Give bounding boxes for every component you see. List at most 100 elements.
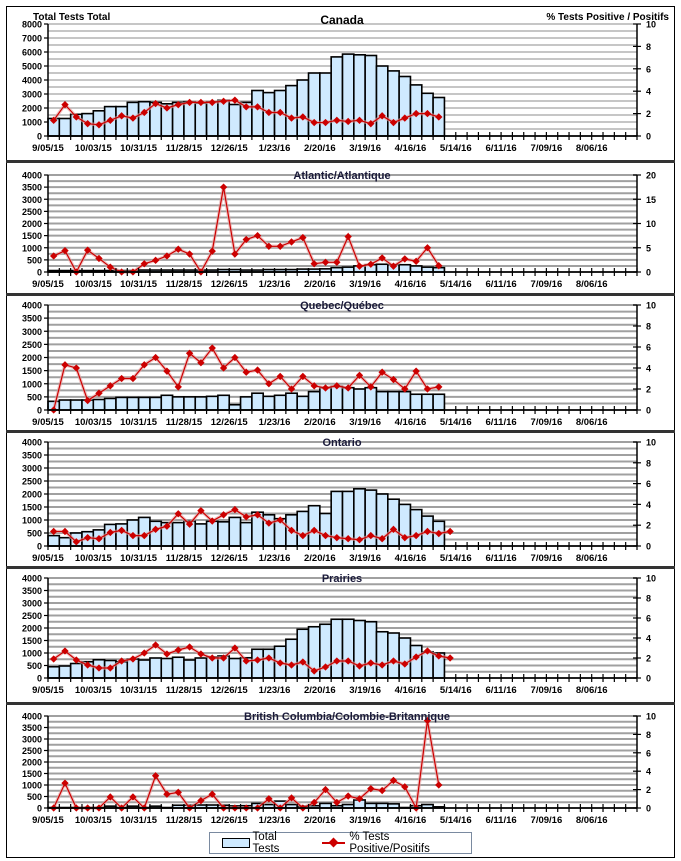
y-tick-label-left: 3000 (22, 735, 42, 745)
chart-svg: 9/05/15 10/03/15 10/31/15 11/28/15 12/26/15 1… (22, 573, 656, 696)
point-percent-positive (140, 361, 148, 369)
bar-total-tests (205, 100, 219, 137)
point-percent-positive (389, 262, 398, 270)
y-tick-label-right: 0 (646, 268, 651, 278)
point-percent-positive (299, 113, 307, 121)
y-axis-title-left: Total Tests Total (33, 12, 110, 23)
x-tick-label: 8/06/16 (576, 685, 608, 696)
point-percent-positive (151, 353, 160, 362)
x-tick-label: 5/14/16 (440, 143, 472, 154)
chart-title: Ontario (322, 437, 361, 449)
y-tick-label-left: 1500 (22, 636, 42, 646)
point-percent-positive (219, 183, 228, 191)
y-axis-title-right: % Tests Positive / Positifs (546, 12, 669, 23)
point-percent-positive (287, 385, 296, 393)
bar-total-tests (364, 620, 378, 679)
x-tick-label: 2/20/16 (304, 815, 336, 825)
x-tick-label: 12/26/15 (211, 279, 249, 290)
point-percent-positive (208, 344, 216, 352)
bar-total-tests (296, 510, 310, 547)
y-tick-label-left: 2500 (22, 477, 42, 487)
x-tick-label: 6/11/16 (485, 279, 516, 290)
point-percent-positive (412, 367, 420, 375)
y-tick-label-left: 2500 (22, 611, 42, 621)
point-percent-positive (412, 257, 420, 266)
y-tick-label-right: 4 (646, 87, 651, 97)
line-percent-positive (49, 344, 443, 414)
bar-total-tests (341, 618, 355, 679)
point-percent-positive (389, 118, 398, 127)
point-percent-positive (412, 109, 420, 118)
x-tick-label: 10/31/15 (120, 279, 158, 290)
bar-total-tests (171, 396, 185, 411)
point-percent-positive (219, 97, 228, 105)
x-tick-label: 9/05/15 (32, 685, 64, 696)
panel-separator (6, 566, 675, 569)
x-tick-label: 7/09/16 (531, 685, 563, 696)
x-tick-label: 9/05/15 (32, 553, 64, 564)
y-tick-label-left: 0 (37, 542, 42, 552)
y-tick-label-left: 1000 (22, 118, 42, 128)
point-percent-positive (185, 520, 194, 528)
point-percent-positive (219, 364, 228, 372)
legend-bar-swatch (222, 838, 250, 848)
point-percent-positive (355, 116, 364, 124)
x-tick-label: 10/31/15 (120, 685, 158, 696)
point-percent-positive (197, 359, 205, 367)
y-tick-label-left: 0 (37, 406, 42, 416)
point-percent-positive (129, 114, 137, 122)
bar-total-tests (319, 72, 332, 137)
x-tick-label: 1/23/16 (259, 143, 291, 154)
y-tick-label-right: 2 (646, 785, 651, 795)
y-tick-label-left: 1000 (22, 379, 42, 389)
bar-total-tests (58, 399, 72, 411)
point-percent-positive (185, 250, 194, 258)
x-tick-label: 10/03/15 (75, 417, 113, 428)
chart-svg: 9/05/15 10/03/15 10/31/15 11/28/15 12/26/15 1… (22, 711, 656, 825)
y-tick-label-right: 10 (646, 712, 656, 722)
legend-item-total-tests: Total Tests (222, 831, 306, 855)
bar-total-tests (420, 650, 434, 679)
bar-total-tests (420, 393, 434, 411)
chart-title: Prairies (322, 573, 362, 585)
y-tick-label-left: 4000 (22, 301, 42, 311)
x-tick-label: 6/11/16 (485, 143, 516, 154)
point-percent-positive (321, 258, 330, 266)
bar-total-tests (69, 662, 83, 679)
panel-separator (6, 702, 675, 705)
y-tick-label-left: 2000 (22, 490, 42, 500)
bar-total-tests (183, 659, 197, 679)
bar-total-tests (115, 396, 129, 411)
point-percent-positive (140, 260, 148, 268)
bar-total-tests (171, 656, 185, 679)
x-tick-label: 9/05/15 (32, 143, 64, 154)
x-tick-label: 11/28/15 (166, 143, 203, 154)
bar-total-tests (285, 84, 298, 137)
bar-total-tests (375, 263, 389, 273)
y-tick-label-right: 2 (646, 385, 651, 395)
y-tick-label-left: 500 (27, 255, 42, 265)
bar-total-tests (296, 628, 310, 679)
chart-panel-prairies: 9/05/15 10/03/15 10/31/15 11/28/15 12/26/15 1… (6, 569, 675, 702)
point-percent-positive (333, 258, 341, 266)
point-percent-positive (129, 531, 137, 540)
x-tick-label: 1/23/16 (259, 417, 291, 428)
y-tick-label-left: 0 (37, 268, 42, 278)
y-tick-label-right: 6 (646, 614, 651, 624)
y-tick-label-right: 6 (646, 64, 651, 74)
y-tick-label-left: 3000 (22, 195, 42, 205)
x-tick-label: 11/28/15 (166, 685, 203, 696)
x-tick-label: 8/06/16 (576, 143, 608, 154)
bar-total-tests (92, 398, 106, 411)
y-tick-label-right: 4 (646, 767, 651, 777)
x-tick-label: 11/28/15 (166, 815, 203, 825)
point-percent-positive (378, 535, 386, 543)
y-tick-label-right: 8 (646, 322, 651, 332)
x-tick-label: 9/05/15 (32, 279, 64, 290)
point-percent-positive (423, 109, 432, 118)
point-percent-positive (321, 384, 330, 392)
bar-total-tests (330, 618, 344, 679)
point-percent-positive (49, 252, 58, 260)
bar-total-tests (217, 99, 231, 137)
x-tick-label: 5/14/16 (440, 815, 472, 825)
